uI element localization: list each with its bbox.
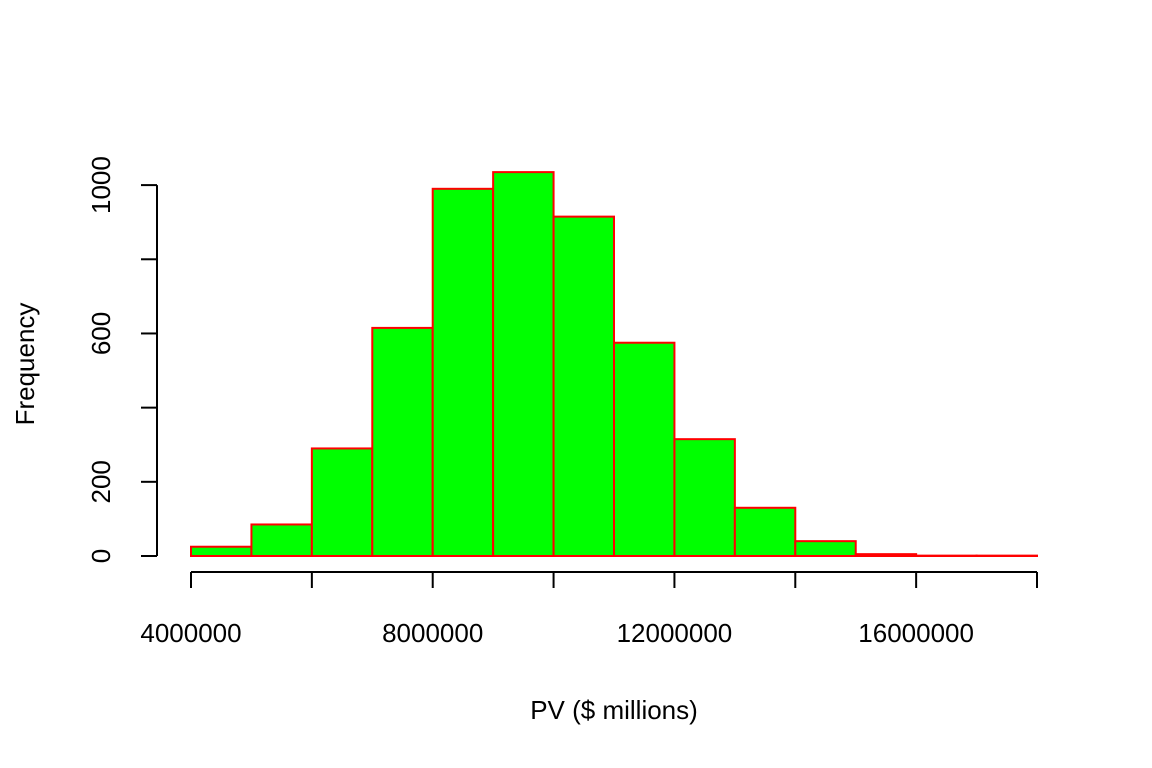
histogram-bar xyxy=(854,553,918,558)
histogram-bar xyxy=(492,171,555,557)
x-axis-title: PV ($ millions) xyxy=(530,695,698,725)
histogram-bar xyxy=(310,447,374,557)
y-tick-label: 200 xyxy=(86,460,116,503)
histogram-bar xyxy=(250,523,313,557)
y-axis: 0 200 600 1000 xyxy=(86,156,158,563)
histogram-bar xyxy=(552,215,616,557)
histogram-bar xyxy=(431,187,495,557)
x-tick-label: 16000000 xyxy=(858,618,974,648)
histogram-bar xyxy=(190,545,253,557)
x-tick-label: 8000000 xyxy=(382,618,483,648)
histogram-bar xyxy=(613,341,676,558)
histogram-bars xyxy=(190,171,1039,558)
x-axis: 4000000 8000000 12000000 16000000 xyxy=(140,571,1038,648)
histogram-bar xyxy=(794,540,857,557)
histogram-bar xyxy=(673,438,736,558)
histogram-bar xyxy=(371,326,434,557)
x-tick-label: 4000000 xyxy=(140,618,241,648)
x-tick-label: 12000000 xyxy=(617,618,733,648)
y-tick-label: 0 xyxy=(86,549,116,563)
histogram-bar xyxy=(733,506,797,557)
y-axis-title: Frequency xyxy=(10,303,40,426)
y-tick-label: 1000 xyxy=(86,156,116,214)
y-tick-label: 600 xyxy=(86,312,116,355)
